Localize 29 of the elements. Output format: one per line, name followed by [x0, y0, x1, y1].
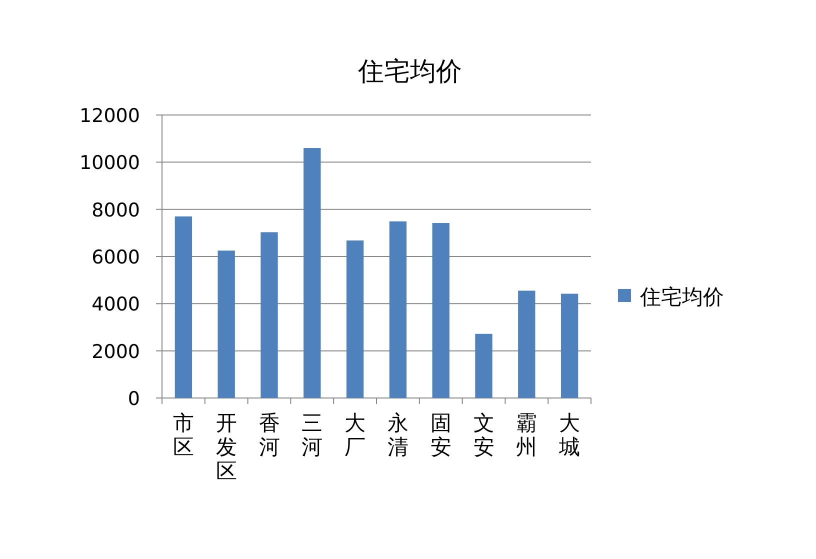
- bar: [389, 221, 407, 398]
- x-tick-label: 霸州: [516, 411, 538, 459]
- bar: [174, 216, 192, 398]
- bar: [304, 148, 321, 398]
- y-tick-label: 6000: [92, 246, 140, 268]
- y-tick-label: 4000: [92, 294, 140, 316]
- y-tick-label: 12000: [80, 105, 140, 127]
- x-tick-label: 大城: [558, 411, 580, 459]
- x-tick-label: 固安: [430, 411, 452, 459]
- x-tick-label: 永清: [387, 411, 408, 459]
- x-tick-label: 香河: [258, 411, 280, 459]
- bar: [475, 334, 492, 398]
- bar: [518, 290, 536, 398]
- chart-title: 住宅均价: [357, 57, 462, 87]
- bar: [346, 240, 364, 398]
- y-tick-label: 0: [128, 388, 140, 410]
- x-tick-label: 大厂: [344, 411, 366, 459]
- x-tick-label: 市区: [172, 411, 194, 459]
- x-tick-label: 文安: [473, 411, 494, 459]
- x-tick-label: 开发区: [216, 411, 237, 483]
- y-tick-label: 8000: [92, 199, 140, 222]
- bar: [218, 250, 235, 398]
- legend-label: 住宅均价: [639, 285, 724, 309]
- bar: [260, 232, 278, 398]
- bar: [560, 294, 578, 398]
- y-tick-label: 10000: [80, 152, 140, 174]
- bar: [432, 223, 450, 398]
- x-tick-label: 三河: [302, 411, 323, 459]
- y-tick-label: 2000: [92, 340, 140, 363]
